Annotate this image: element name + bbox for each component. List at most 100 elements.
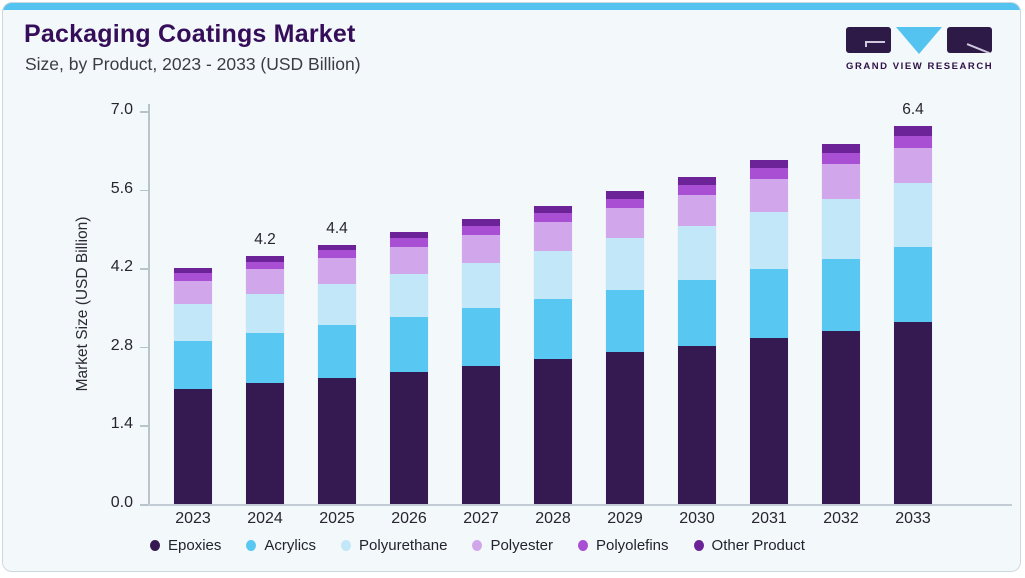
bar-total-label-2025: 4.4 [326,219,348,237]
bar-segment-polyolefins [750,168,788,179]
bar-segment-polyester [678,194,716,227]
bar-total-label-2024: 4.2 [254,230,276,248]
legend-dot-icon [150,540,160,551]
legend: Epoxies Acrylics Polyurethane Polyester Poly… [150,537,805,554]
bar-segment-polyolefins [390,238,428,247]
bar-segment-other-product [390,232,428,239]
bar-segment-polyurethane [606,238,644,290]
logo-g-mark-icon [846,27,891,53]
x-tick-label: 2026 [391,510,427,527]
bar-segment-other-product [534,205,572,213]
logo-text: GRAND VIEW RESEARCH [846,61,994,72]
legend-dot-icon [577,540,588,551]
bar-segment-epoxies [678,345,716,504]
x-tick-label: 2025 [319,510,355,527]
bar-segment-polyurethane [678,226,716,280]
bar-segment-other-product [894,126,932,136]
legend-dot-icon [472,540,483,551]
bar-segment-polyurethane [534,250,572,300]
bar-segment-acrylics [246,332,284,384]
legend-item-epoxies: Epoxies [150,537,221,554]
stacked-bar-2030 [677,176,717,504]
bar-segment-polyester [606,208,644,239]
bar-segment-polyester [318,258,356,284]
chart-area: Market Size (USD Billion) 0.0 1.4 2.8 4.2 5.… [3,3,1020,571]
stacked-bar-2031 [749,159,789,504]
bar-segment-other-product [462,218,500,226]
bar-segment-epoxies [462,365,500,504]
legend-item-acrylics: Acrylics [246,537,316,554]
bar-segment-other-product [750,159,788,169]
legend-item-polyester: Polyester [472,537,553,554]
bar-segment-polyolefins [174,273,212,281]
bar-segment-polyolefins [606,198,644,209]
bar-segment-acrylics [606,289,644,353]
legend-label: Acrylics [264,537,317,554]
y-tick-label: 5.6 [110,179,133,197]
bar-segment-other-product [606,191,644,199]
bar-segment-polyester [246,269,284,295]
y-tick-label: 1.4 [110,415,133,433]
bar-segment-polyester [462,234,500,263]
x-tick-label: 2032 [823,510,859,527]
legend-dot-icon [341,540,352,551]
page-title: Packaging Coatings Market [24,20,356,48]
bar-segment-polyurethane [462,262,500,309]
bar-segment-other-product [318,244,356,251]
x-tick-label: 2033 [895,510,931,527]
y-tick-label: 4.2 [110,258,133,276]
bar-segment-acrylics [534,299,572,360]
y-tick-label: 2.8 [110,336,133,354]
y-tick-mark [140,111,148,113]
y-tick-mark [140,268,148,270]
bar-segment-polyolefins [822,153,860,165]
bar-segment-polyurethane [390,273,428,318]
bar-segment-polyolefins [318,250,356,259]
bar-segment-polyester [822,164,860,199]
stacked-bar-2028 [533,205,573,504]
bar-segment-other-product [174,268,212,274]
bar-segment-polyester [534,221,572,251]
bar-segment-polyurethane [246,294,284,333]
x-tick-label: 2030 [679,510,715,527]
x-tick-label: 2024 [247,510,283,527]
bar-segment-polyolefins [462,225,500,235]
legend-dot-icon [693,540,704,551]
bar-segment-polyester [894,147,932,184]
bar-segment-other-product [246,255,284,262]
legend-label: Polyurethane [359,537,448,554]
logo-marks [846,27,996,54]
x-axis-line [145,504,1012,506]
stacked-bar-2024 [245,255,285,504]
stacked-bar-2032 [821,144,861,504]
y-tick-mark [140,504,148,506]
bar-segment-polyolefins [534,212,572,222]
bar-segment-other-product [678,176,716,185]
bar-segment-epoxies [246,383,284,504]
legend-item-polyolefins: Polyolefins [577,537,669,554]
bar-segment-acrylics [678,280,716,346]
bar-segment-epoxies [318,377,356,504]
legend-item-polyurethane: Polyurethane [341,537,447,554]
bar-segment-epoxies [174,388,212,504]
bar-segment-acrylics [318,324,356,378]
bar-segment-epoxies [750,337,788,504]
bar-segment-polyester [174,280,212,305]
bar-segment-polyurethane [318,283,356,325]
legend-label: Other Product [711,537,805,554]
legend-dot-icon [246,540,257,551]
y-axis-title: Market Size (USD Billion) [74,216,91,392]
y-tick-mark [140,346,148,349]
bar-segment-polyolefins [894,135,932,148]
bar-segment-acrylics [750,268,788,338]
bar-segment-polyurethane [750,212,788,269]
bar-segment-acrylics [174,340,212,389]
bar-segment-epoxies [390,372,428,504]
legend-label: Polyester [490,537,553,554]
bar-segment-polyolefins [246,261,284,270]
legend-label: Polyolefins [595,537,669,554]
x-tick-label: 2029 [607,510,643,527]
bar-segment-acrylics [390,317,428,373]
bar-segment-acrylics [822,258,860,331]
logo-v-triangle-icon [896,27,942,54]
